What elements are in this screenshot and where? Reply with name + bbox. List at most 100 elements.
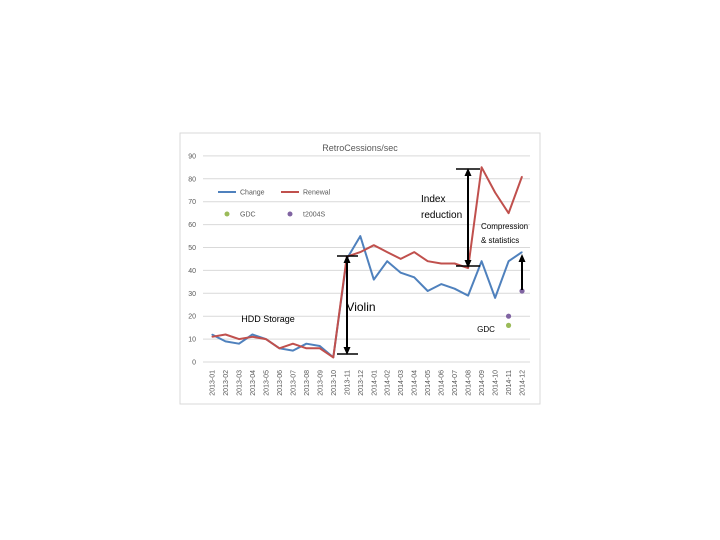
data-point-renewal bbox=[224, 333, 227, 336]
data-point-renewal bbox=[440, 262, 442, 265]
legend-swatch-gdc bbox=[224, 211, 230, 217]
data-point-renewal bbox=[359, 251, 361, 253]
x-tick-label: 2014-09 bbox=[479, 370, 486, 396]
y-tick-label: 70 bbox=[188, 199, 196, 206]
data-point-renewal bbox=[332, 356, 334, 359]
annotation-index-line2: reduction bbox=[421, 210, 462, 221]
data-point-change bbox=[400, 272, 402, 274]
annotation-hdd: HDD Storage bbox=[241, 314, 295, 324]
annotation-violin: Violin bbox=[346, 300, 375, 314]
legend-label-change: Change bbox=[240, 190, 265, 197]
data-point-renewal bbox=[386, 251, 388, 253]
legend-label-renewal: Renewal bbox=[303, 190, 331, 197]
x-tick-label: 2013-11 bbox=[344, 370, 351, 395]
data-point-change bbox=[413, 276, 415, 278]
data-point-renewal bbox=[481, 166, 483, 168]
data-point-change bbox=[292, 349, 294, 352]
legend-swatch-t2004s bbox=[287, 211, 293, 217]
annotations: HDD Storage Violin Index reduction Compressi… bbox=[241, 194, 528, 334]
x-tick-label: 2014-11 bbox=[506, 370, 513, 395]
series-line-renewal bbox=[211, 166, 523, 359]
x-tick-label: 2013-08 bbox=[304, 370, 311, 396]
violin-arrow bbox=[343, 255, 351, 355]
legend-label-gdc: GDC bbox=[240, 212, 256, 219]
y-tick-label: 40 bbox=[188, 268, 196, 275]
series-group bbox=[211, 166, 525, 359]
annotation-arrows bbox=[337, 168, 526, 355]
annotation-compression-line2: & statistics bbox=[481, 236, 519, 245]
x-tick-label: 2014-07 bbox=[452, 370, 459, 396]
scatter-point-t2004s bbox=[519, 288, 525, 294]
data-point-change bbox=[467, 294, 469, 297]
index-arrow-head-top bbox=[464, 168, 472, 176]
data-point-change bbox=[373, 278, 375, 281]
x-axis-ticks: 2013-01 2013-02 2013-03 2013-04 2013-05 2013-… bbox=[210, 370, 527, 396]
data-point-change bbox=[305, 343, 307, 345]
x-tick-label: 2013-12 bbox=[358, 370, 365, 396]
data-point-renewal bbox=[373, 244, 375, 246]
data-point-change bbox=[386, 260, 388, 262]
x-tick-label: 2013-05 bbox=[263, 370, 270, 396]
scatter-point-t2004s bbox=[505, 313, 512, 319]
y-tick-label: 80 bbox=[188, 176, 196, 183]
x-tick-label: 2014-12 bbox=[520, 370, 527, 396]
data-point-renewal bbox=[494, 191, 496, 194]
data-point-change bbox=[454, 288, 456, 290]
data-point-renewal bbox=[319, 347, 321, 349]
x-tick-label: 2013-07 bbox=[290, 370, 297, 396]
violin-arrow-head-bottom bbox=[343, 347, 351, 355]
annotation-gdc: GDC bbox=[477, 325, 495, 334]
x-tick-label: 2014-03 bbox=[398, 370, 405, 396]
data-point-renewal bbox=[211, 336, 213, 338]
x-tick-label: 2014-04 bbox=[412, 370, 419, 396]
legend-label-t2004s: t2004S bbox=[303, 212, 326, 219]
data-point-change bbox=[251, 333, 254, 336]
compression-arrow-head bbox=[518, 254, 526, 262]
data-point-change bbox=[359, 235, 361, 237]
data-point-change bbox=[238, 343, 240, 345]
data-point-change bbox=[521, 251, 523, 253]
data-point-renewal bbox=[265, 338, 267, 340]
data-point-renewal bbox=[251, 336, 254, 338]
data-point-change bbox=[319, 345, 321, 347]
x-tick-label: 2014-08 bbox=[466, 370, 473, 396]
x-tick-label: 2014-02 bbox=[385, 370, 392, 396]
x-tick-label: 2013-06 bbox=[277, 370, 284, 396]
gridlines bbox=[203, 155, 530, 363]
data-point-change bbox=[507, 260, 510, 262]
x-tick-label: 2013-10 bbox=[331, 370, 338, 396]
data-point-renewal bbox=[413, 251, 415, 253]
y-tick-label: 20 bbox=[188, 314, 196, 321]
scatter-point-gdc bbox=[505, 322, 512, 328]
legend: Change Renewal GDC t2004S bbox=[218, 190, 331, 219]
data-point-renewal bbox=[521, 175, 523, 178]
x-tick-label: 2014-10 bbox=[493, 370, 500, 396]
data-point-renewal bbox=[238, 338, 240, 340]
data-point-renewal bbox=[427, 260, 429, 262]
index-arrow bbox=[464, 168, 472, 268]
compression-arrow bbox=[518, 254, 526, 290]
data-point-change bbox=[440, 283, 442, 285]
x-tick-label: 2013-03 bbox=[236, 370, 243, 396]
index-arrow-head-bottom bbox=[464, 260, 472, 268]
data-point-renewal bbox=[400, 258, 402, 260]
y-tick-label: 60 bbox=[188, 222, 196, 229]
data-point-change bbox=[494, 297, 496, 299]
x-tick-label: 2013-01 bbox=[210, 370, 217, 396]
data-point-change bbox=[427, 290, 429, 292]
annotation-index-line1: Index bbox=[421, 194, 445, 205]
x-tick-label: 2014-05 bbox=[425, 370, 432, 396]
y-tick-label: 50 bbox=[188, 245, 196, 252]
data-point-renewal bbox=[454, 262, 456, 265]
data-point-renewal bbox=[507, 212, 510, 214]
x-tick-label: 2013-04 bbox=[250, 370, 257, 396]
y-axis-ticks: 0 10 20 30 40 50 60 70 80 90 bbox=[188, 153, 196, 366]
x-tick-label: 2014-06 bbox=[439, 370, 446, 396]
data-point-change bbox=[224, 340, 227, 342]
x-tick-label: 2013-02 bbox=[223, 370, 230, 396]
data-point-renewal bbox=[305, 347, 307, 349]
annotation-compression-line1: Compression bbox=[481, 222, 528, 231]
y-tick-label: 0 bbox=[192, 360, 196, 367]
chart-title: RetroCessions/sec bbox=[322, 143, 398, 153]
